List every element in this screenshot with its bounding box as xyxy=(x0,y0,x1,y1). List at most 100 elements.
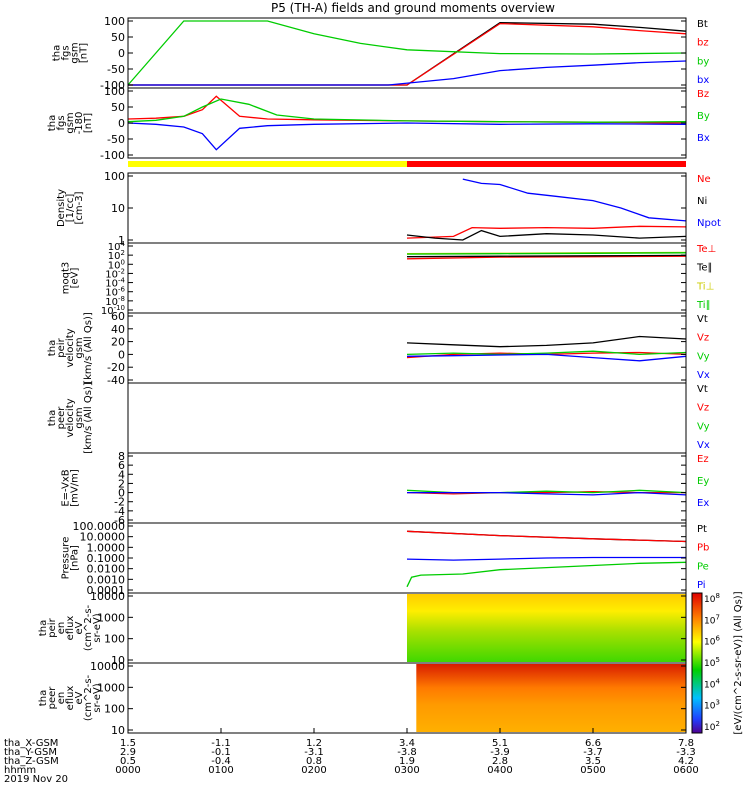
colorbar-tick-label: 104 xyxy=(704,677,720,690)
y-tick-exponent: -2 xyxy=(118,267,125,275)
y-tick-label: 0 xyxy=(118,487,125,500)
legend-By: By xyxy=(697,111,710,122)
ephemeris-value: -3.9 xyxy=(490,747,510,758)
y-tick-exponent: 0 xyxy=(121,258,125,266)
legend-Vx: Vx xyxy=(697,370,710,381)
ephemeris-value: 0300 xyxy=(394,765,419,776)
y-axis-label-line: [mV/m] xyxy=(70,469,81,507)
y-axis-label: moqt3[eV] xyxy=(61,262,81,295)
y-axis-label-line: [nPa] xyxy=(70,545,81,571)
ephemeris-value: 0.8 xyxy=(306,756,322,767)
y-axis-label-line: peir xyxy=(47,617,58,637)
legend-Te⊥: Te⊥ xyxy=(696,244,716,255)
legend-Bz: Bz xyxy=(697,89,709,100)
y-tick-label: -20 xyxy=(107,361,125,374)
y-tick-label: 0.1000 xyxy=(87,552,126,565)
legend-Vx: Vx xyxy=(697,440,710,451)
y-tick-label: 1000 xyxy=(97,681,125,694)
y-axis-label-line: eflux xyxy=(65,686,76,711)
y-axis-label-line: eflux xyxy=(65,616,76,641)
legend-Pe: Pe xyxy=(697,561,709,572)
y-axis-label-line: [nT] xyxy=(79,43,90,63)
ephemeris-value: -0.1 xyxy=(211,747,231,758)
ephemeris-value: -3.3 xyxy=(676,747,696,758)
legend-Pb: Pb xyxy=(697,543,709,554)
panel-frame xyxy=(127,312,687,384)
panel-peer-velocity: thapeervelocitygsm[km/s (All Qs)] Vt Vz Vy V… xyxy=(47,382,710,454)
y-tick-label: -6 xyxy=(114,514,125,527)
y-tick-label: 10 xyxy=(111,654,125,667)
ephemeris-value: -1.1 xyxy=(211,738,231,749)
y-tick-label: 100 xyxy=(104,633,125,646)
series-line-Bx xyxy=(127,122,687,151)
ephemeris-value: 7.8 xyxy=(678,738,694,749)
y-axis-label-line: gsm xyxy=(74,407,85,428)
ephemeris-value: 0400 xyxy=(487,765,512,776)
ephemeris-value: 3.5 xyxy=(585,756,601,767)
y-axis-label-line: gsm xyxy=(70,42,81,63)
ephemeris-value: -3.7 xyxy=(583,747,603,758)
series-line-Ex xyxy=(407,491,687,496)
y-axis-label-line: sr-eV) xyxy=(92,683,103,712)
legend-Vt: Vt xyxy=(697,384,708,395)
legend-Vy: Vy xyxy=(697,351,710,362)
series-line-Ti∥ xyxy=(406,252,687,255)
y-axis-label: Pressure[nPa] xyxy=(61,537,81,580)
y-tick-label: 0 xyxy=(118,117,125,130)
y-axis-label-line: [nT] xyxy=(83,113,94,133)
y-axis-label-line: [km/s (All Qs)] xyxy=(83,382,94,454)
y-axis-label-line: tha xyxy=(38,690,49,706)
legend-Pt: Pt xyxy=(697,524,707,535)
y-axis-label-line: tha xyxy=(47,115,58,131)
y-tick-label: 100.0000 xyxy=(73,520,126,533)
y-axis-label-line: peer xyxy=(56,406,67,430)
y-tick-label: 6 xyxy=(118,459,125,472)
legend-by: by xyxy=(697,56,709,67)
series-line-Ne xyxy=(406,225,687,239)
colorbar-tick-exponent: 6 xyxy=(715,635,720,643)
y-tick-label: 10000 xyxy=(90,660,125,673)
legend-Ez: Ez xyxy=(697,454,709,465)
y-axis-label: thafgsgsm-180[nT] xyxy=(47,112,94,135)
y-tick-exponent: -8 xyxy=(118,295,125,303)
series-line-By xyxy=(127,98,687,123)
series-line-Npot xyxy=(462,178,687,222)
y-tick-label: 10.0000 xyxy=(80,531,126,544)
colorbar-tick-exponent: 3 xyxy=(715,699,719,707)
y-axis-label-line: eV xyxy=(74,621,85,634)
y-tick-label: 0 xyxy=(118,348,125,361)
ephemeris-value: 4.2 xyxy=(678,756,694,767)
ephemeris-value: 1.2 xyxy=(306,738,322,749)
y-tick-label: 1 xyxy=(118,234,125,247)
legend-Ne: Ne xyxy=(697,174,711,185)
y-axis-label-line: fgs xyxy=(61,45,72,60)
y-tick-label: 50 xyxy=(111,31,125,44)
colorbar-tick-exponent: 4 xyxy=(715,677,720,685)
series-line-Pi xyxy=(406,556,686,561)
ephemeris-label: tha_Z-GSM xyxy=(4,756,59,767)
ephemeris-label: tha_X-GSM xyxy=(4,738,58,749)
series-line-by xyxy=(127,20,687,86)
y-axis-label: E=-VxB[mV/m] xyxy=(61,469,81,507)
mode-bar-segment xyxy=(128,161,407,167)
y-tick-exponent: -6 xyxy=(118,286,126,294)
panel-frame xyxy=(127,452,687,524)
y-tick-label: 20 xyxy=(111,336,125,349)
legend-Ti⊥: Ti⊥ xyxy=(696,281,714,292)
colorbar-tick-exponent: 8 xyxy=(715,592,719,600)
y-tick-label: -50 xyxy=(107,63,125,76)
y-tick-label: -2 xyxy=(114,496,125,509)
series-line-Pe xyxy=(406,561,687,588)
y-axis-label-line: velocity xyxy=(65,328,76,367)
ephemeris-value: 2.8 xyxy=(492,756,508,767)
panel-fgs-180: 100 50 0 -50 -100 thafgsgsm-180[nT] Bz By Bx xyxy=(47,85,710,162)
colorbar-tick-exponent: 2 xyxy=(715,720,719,728)
ephemeris-value: 6.6 xyxy=(585,738,601,749)
ephemeris-value: -3.8 xyxy=(397,747,417,758)
panel-frame xyxy=(127,172,687,244)
y-tick-label: 0.0001 xyxy=(87,584,126,597)
ephemeris-date: 2019 Nov 20 xyxy=(4,774,68,785)
y-axis-label-line: fgs xyxy=(56,115,67,130)
